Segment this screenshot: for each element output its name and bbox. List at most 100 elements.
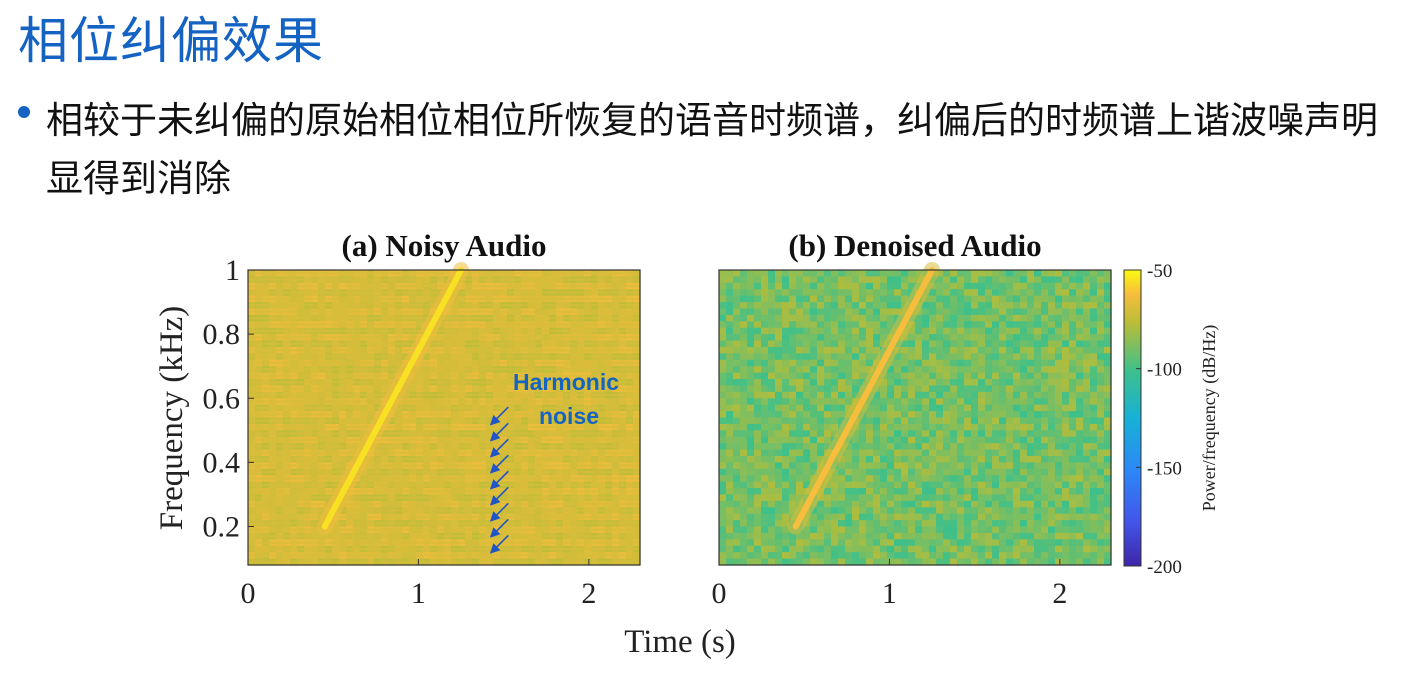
spectrogram-cell (810, 468, 818, 476)
spectrogram-cell (754, 321, 762, 329)
spectrogram-cell (733, 270, 741, 278)
spectrogram-cell (1027, 475, 1035, 483)
spectrogram-cell (789, 379, 797, 387)
spectrogram-cell (915, 321, 923, 329)
spectrogram-cell (999, 366, 1007, 374)
spectrogram-cell (1020, 526, 1028, 534)
spectrogram-cell (852, 500, 860, 508)
spectrogram-cell (971, 423, 979, 431)
spectrogram-cell (747, 340, 755, 348)
spectrogram-cell (1090, 436, 1098, 444)
spectrogram-cell (810, 404, 818, 412)
spectrogram-cell (817, 372, 825, 380)
spectrogram-cell (950, 423, 958, 431)
spectrogram-cell (824, 334, 832, 342)
spectrogram-cell (957, 346, 965, 354)
spectrogram-cell (957, 314, 965, 322)
spectrogram-cell (901, 520, 909, 528)
spectrogram-cell (929, 385, 937, 393)
spectrogram-cell (796, 449, 804, 457)
spectrogram-cell (943, 372, 951, 380)
spectrogram-cell (929, 468, 937, 476)
spectrogram-cell (747, 423, 755, 431)
spectrogram-cell (985, 308, 993, 316)
spectrogram-cell (1048, 526, 1056, 534)
spectrogram-cell (971, 346, 979, 354)
spectrogram-cell (803, 366, 811, 374)
spectrogram-cell (1048, 385, 1056, 393)
spectrogram-cell (866, 359, 874, 367)
spectrogram-cell (901, 391, 909, 399)
spectrogram-cell (1055, 462, 1063, 470)
spectrogram-cell (1027, 449, 1035, 457)
spectrogram-cell (964, 359, 972, 367)
spectrogram-cell (1020, 282, 1028, 290)
spectrogram-cell (971, 385, 979, 393)
spectrogram-cell (845, 449, 853, 457)
spectrogram-cell (831, 359, 839, 367)
spectrogram-cell (852, 372, 860, 380)
spectrogram-cell (1076, 353, 1084, 361)
spectrogram-cell (789, 372, 797, 380)
spectrogram-cell (733, 462, 741, 470)
spectrogram-cell (1083, 314, 1091, 322)
spectrogram-cell (831, 366, 839, 374)
spectrogram-cell (1006, 308, 1014, 316)
spectrogram-cell (873, 282, 881, 290)
spectrogram-cell (922, 507, 930, 515)
spectrogram-cell (978, 385, 986, 393)
spectrogram-cell (754, 398, 762, 406)
spectrogram-cell (957, 430, 965, 438)
spectrogram-cell (1048, 475, 1056, 483)
spectrogram-cell (1097, 462, 1105, 470)
spectrogram-cell (943, 379, 951, 387)
spectrogram-cell (1076, 302, 1084, 310)
spectrogram-cell (978, 423, 986, 431)
spectrogram-cell (838, 411, 846, 419)
spectrogram-cell (719, 353, 727, 361)
spectrogram-cell (880, 475, 888, 483)
spectrogram-cell (1090, 398, 1098, 406)
spectrogram-cell (782, 314, 790, 322)
spectrogram-cell (859, 276, 867, 284)
spectrogram-cell (915, 359, 923, 367)
spectrogram-cell (957, 468, 965, 476)
spectrogram-cell (999, 455, 1007, 463)
spectrogram-cell (1055, 289, 1063, 297)
spectrogram-cell (747, 321, 755, 329)
spectrogram-cell (845, 455, 853, 463)
spectrogram-cell (761, 468, 769, 476)
spectrogram-cell (866, 314, 874, 322)
spectrogram-cell (1062, 513, 1070, 521)
spectrogram-cell (831, 411, 839, 419)
spectrogram-cell (880, 270, 888, 278)
spectrogram-cell (922, 520, 930, 528)
spectrogram-cell (1048, 468, 1056, 476)
spectrogram-cell (817, 353, 825, 361)
spectrogram-cell (943, 314, 951, 322)
spectrogram-cell (922, 404, 930, 412)
spectrogram-cell (992, 314, 1000, 322)
spectrogram-cell (740, 385, 748, 393)
spectrogram-cell (964, 346, 972, 354)
spectrogram-cell (1062, 346, 1070, 354)
spectrogram-cell (824, 366, 832, 374)
spectrogram-cell (838, 404, 846, 412)
spectrogram-cell (859, 430, 867, 438)
spectrogram-cell (943, 411, 951, 419)
spectrogram-cell (740, 449, 748, 457)
spectrogram-cell (1034, 417, 1042, 425)
spectrogram-cell (894, 289, 902, 297)
spectrogram-cell (859, 289, 867, 297)
spectrogram-cell (1097, 314, 1105, 322)
spectrogram-cell (1041, 391, 1049, 399)
panel-a-frame (247, 269, 641, 566)
spectrogram-cell (817, 500, 825, 508)
spectrogram-cell (1083, 520, 1091, 528)
spectrogram-cell (775, 282, 783, 290)
spectrogram-cell (747, 314, 755, 322)
spectrogram-cell (894, 404, 902, 412)
spectrogram-cell (768, 520, 776, 528)
spectrogram-cell (1020, 500, 1028, 508)
spectrogram-cell (859, 372, 867, 380)
